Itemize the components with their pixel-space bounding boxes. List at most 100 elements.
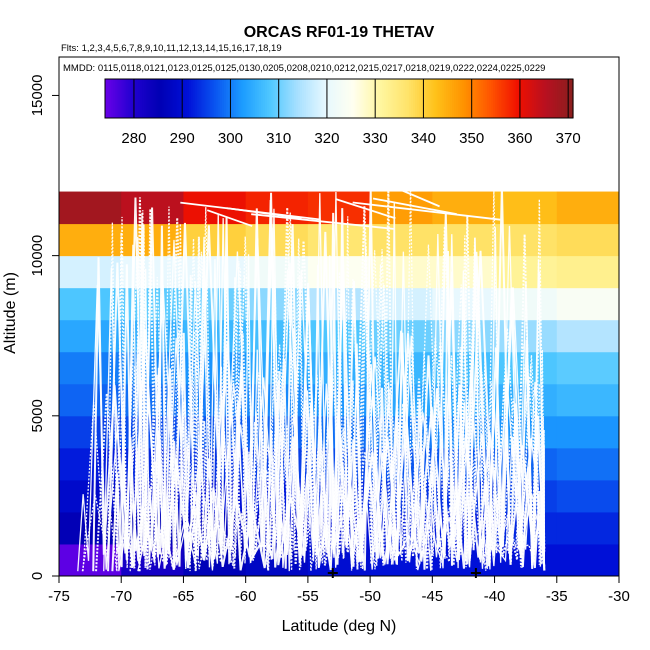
colorbar-swatch xyxy=(208,79,211,118)
colorbar-swatch xyxy=(415,79,418,118)
colorbar-swatch xyxy=(428,79,432,118)
heatmap-cell xyxy=(59,191,122,225)
colorbar-swatch xyxy=(155,79,159,118)
colorbar-swatch xyxy=(259,79,262,118)
heatmap-cell xyxy=(556,351,620,385)
colorbar-swatch xyxy=(214,79,217,118)
colorbar-swatch xyxy=(487,79,490,118)
colorbar-tick-label: 350 xyxy=(459,130,484,147)
colorbar-swatch xyxy=(262,79,266,118)
colorbar-swatch xyxy=(535,79,539,118)
colorbar-swatch xyxy=(479,79,482,118)
x-tick-label: -45 xyxy=(421,588,443,605)
colorbar-swatch xyxy=(344,79,348,118)
colorbar-swatch xyxy=(257,79,260,118)
colorbar-swatch xyxy=(290,79,293,118)
colorbar-swatch xyxy=(307,79,311,118)
heatmap-cell xyxy=(556,191,620,225)
colorbar-tick-label: 330 xyxy=(363,130,388,147)
colorbar-swatch xyxy=(175,79,178,118)
colorbar-swatch xyxy=(272,79,276,118)
colorbar-swatch xyxy=(559,79,562,118)
colorbar-swatch xyxy=(231,79,235,118)
colorbar-swatch xyxy=(284,79,287,118)
colorbar-swatch xyxy=(136,79,139,118)
colorbar-swatch xyxy=(142,79,145,118)
plot-frame xyxy=(58,56,620,577)
colorbar-swatch xyxy=(491,79,494,118)
colorbar-swatch xyxy=(506,79,510,118)
x-tick-label: -60 xyxy=(235,588,257,605)
colorbar-swatch xyxy=(426,79,430,118)
colorbar-swatch xyxy=(305,79,309,118)
colorbar-swatch xyxy=(317,79,321,118)
colorbar-swatch xyxy=(467,79,471,118)
colorbar-swatch xyxy=(233,79,237,118)
colorbar-swatch xyxy=(118,79,122,118)
colorbar-swatch xyxy=(481,79,484,118)
colorbar-swatch xyxy=(436,79,440,118)
colorbar-swatch xyxy=(245,79,248,118)
colorbar-tick-label: 340 xyxy=(411,130,436,147)
colorbar-swatch xyxy=(315,79,319,118)
flight-track xyxy=(111,208,546,572)
colorbar-swatch xyxy=(147,79,151,118)
colorbar-tick-label: 320 xyxy=(314,130,339,147)
colorbar-swatch xyxy=(192,79,196,118)
colorbar-swatch xyxy=(387,79,391,118)
colorbar: 280 290 300 310 320 330 340 350 360 370 xyxy=(104,78,581,147)
colorbar-swatch xyxy=(153,79,157,118)
x-tick-label: -75 xyxy=(48,588,70,605)
colorbar-swatch xyxy=(356,79,360,118)
colorbar-swatch xyxy=(216,79,219,118)
colorbar-swatch xyxy=(309,79,313,118)
flights-note: Flts: 1,2,3,4,5,6,7,8,9,10,11,12,13,14,1… xyxy=(61,43,282,54)
flight-track xyxy=(206,209,253,227)
colorbar-swatch xyxy=(418,79,422,118)
colorbar-swatch xyxy=(399,79,402,118)
colorbar-swatch xyxy=(360,79,363,118)
colorbar-swatch xyxy=(202,79,206,118)
colorbar-swatch xyxy=(222,79,225,118)
colorbar-swatch xyxy=(541,79,545,118)
flight-track xyxy=(129,210,545,572)
colorbar-swatch xyxy=(337,79,340,118)
flight-track xyxy=(335,198,396,220)
colorbar-swatch xyxy=(561,79,564,118)
colorbar-swatch xyxy=(465,79,469,118)
colorbar-swatch xyxy=(276,79,280,118)
colorbar-swatch xyxy=(204,79,207,118)
axes: -75 -70 -65 -60 -55 -50 -45 -40 -35 -30 0 5000 10000… xyxy=(29,56,630,605)
colorbar-swatch xyxy=(420,79,424,118)
colorbar-swatch xyxy=(442,79,445,118)
flight-track xyxy=(226,207,302,220)
flight-tracks xyxy=(77,186,546,572)
colorbar-swatch xyxy=(200,79,204,118)
colorbar-swatch xyxy=(167,79,170,118)
colorbar-swatch xyxy=(440,79,443,118)
colorbar-swatch xyxy=(424,79,428,118)
colorbar-swatch xyxy=(477,79,480,118)
heatmap-cell xyxy=(59,223,122,257)
flight-track xyxy=(116,216,545,572)
colorbar-swatch xyxy=(448,79,451,118)
colorbar-swatch xyxy=(327,79,330,118)
colorbar-swatch xyxy=(495,79,498,118)
flight-track xyxy=(352,201,501,221)
colorbar-swatch xyxy=(430,79,434,118)
colorbar-swatch xyxy=(553,79,557,118)
colorbar-swatch xyxy=(500,79,504,118)
colorbar-swatch xyxy=(151,79,155,118)
colorbar-swatch xyxy=(225,79,229,118)
colorbar-swatch xyxy=(483,79,486,118)
colorbar-swatch xyxy=(385,79,389,118)
x-axis-label: Latitude (deg N) xyxy=(282,618,397,635)
colorbar-swatch xyxy=(159,79,163,118)
colorbar-swatch xyxy=(530,79,533,118)
heatmap-cell xyxy=(183,191,247,225)
colorbar-swatch xyxy=(210,79,213,118)
colorbar-swatch xyxy=(188,79,192,118)
colorbar-swatch xyxy=(296,79,299,118)
colorbar-swatch xyxy=(311,79,315,118)
